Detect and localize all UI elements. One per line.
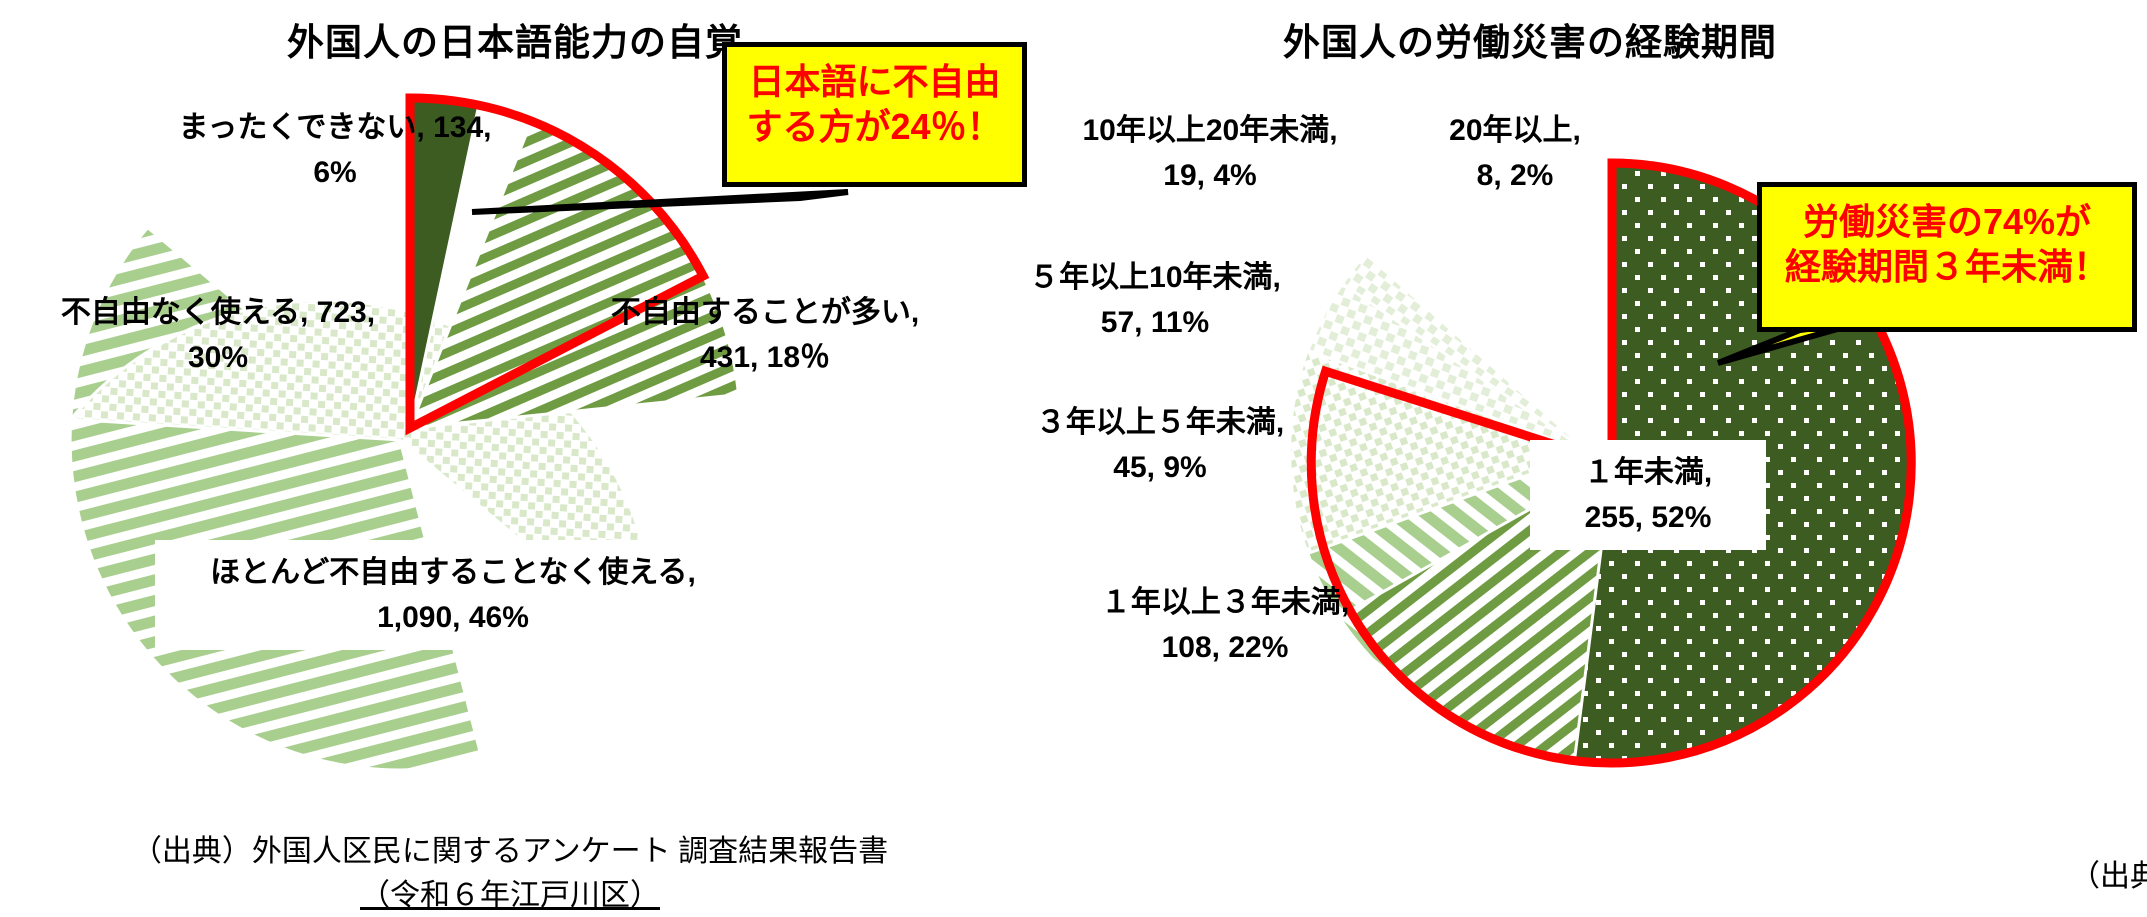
right-label-over20-text: 20年以上, [1449,114,1581,147]
left-callout-line1: 日本語に不自由 [748,61,1001,102]
right-label-10to20-text: 10年以上20年未満, [1082,114,1338,147]
left-source-prefix: （出典）外国人区民に関するアンケート 調査結果報告書 [131,835,889,868]
left-label-mattaku-text: まったくできない, 134, [178,111,492,144]
left-label-ooi-text: 不自由することが多い, [610,296,920,329]
right-source-prefix: （出典）労働者死傷病報告（ [2070,860,2147,893]
right-label-under1-pct: 255, 52% [1584,501,1712,534]
left-source-note: （出典）外国人区民に関するアンケート 調査結果報告書 （令和６年江戸川区） [60,830,960,917]
left-label-fujiyunaku-text: 不自由なく使える, 723, [60,296,376,329]
left-label-hotondo: ほとんど不自由することなく使える, 1,090, 46% [155,540,751,650]
right-label-10to20-pct: 19, 4% [1163,159,1257,192]
left-callout-line2: する方が24％！ [746,106,1003,147]
left-label-ooi-pct: 431, 18％ [699,341,831,374]
pie-exploded-group-left [405,93,741,436]
right-chart-panel: 外国人の労働災害の経験期間 [1029,0,2147,910]
right-label-1to3-pct: 108, 22% [1161,631,1289,664]
left-label-ooi: 不自由することが多い, 431, 18％ [600,290,930,380]
left-chart-panel: 外国人の日本語能力の自覚 [0,0,1030,912]
right-label-5to10: ５年以上10年未満, 57, 11% [985,255,1325,345]
right-callout-box: 労働災害の74%が 経験期間３年未満！ [1757,182,2137,332]
right-label-under1-text: １年未満, [1583,456,1713,489]
left-callout-box: 日本語に不自由 する方が24％！ [722,42,1027,187]
left-label-fujiyunaku: 不自由なく使える, 723, 30% [18,290,418,380]
pie-slice-right-over20 [1340,251,1591,455]
right-label-under1: １年未満, 255, 52% [1530,440,1766,550]
right-source-note: （出典）労働者死傷病報告（令和６年東京労働局） [2070,855,2147,899]
left-label-hotondo-pct: 1,090, 46% [377,601,529,634]
left-label-fujiyunaku-pct: 30% [187,341,249,374]
right-label-10to20: 10年以上20年未満, 19, 4% [1030,108,1390,198]
left-highlight-outline [405,93,710,436]
right-label-3to5-pct: 45, 9% [1113,451,1207,484]
left-source-underlined: （令和６年江戸川区） [360,878,660,912]
right-label-5to10-pct: 57, 11% [1100,306,1210,339]
pie-slice-right-5to10 [1288,345,1595,556]
right-callout-line2: 経験期間３年未満！ [1784,246,2109,287]
right-label-1to3-text: １年以上３年未満, [1100,586,1350,619]
left-label-hotondo-text: ほとんど不自由することなく使える, [210,556,696,589]
right-label-1to3: １年以上３年未満, 108, 22% [1060,580,1390,670]
right-label-over20: 20年以上, 8, 2% [1400,108,1630,198]
right-callout-line1: 労働災害の74%が [1802,201,2092,242]
right-chart-title: 外国人の労働災害の経験期間 [1283,22,1777,63]
right-label-3to5: ３年以上５年未満, 45, 9% [1000,400,1320,490]
right-label-3to5-text: ３年以上５年未満, [1035,406,1285,439]
left-label-mattaku: まったくできない, 134, 6% [125,105,545,195]
right-label-5to10-text: ５年以上10年未満, [1029,261,1281,294]
left-chart-title: 外国人の日本語能力の自覚 [287,22,743,63]
right-label-over20-pct: 8, 2% [1476,159,1554,192]
left-label-mattaku-pct: 6% [313,156,357,189]
